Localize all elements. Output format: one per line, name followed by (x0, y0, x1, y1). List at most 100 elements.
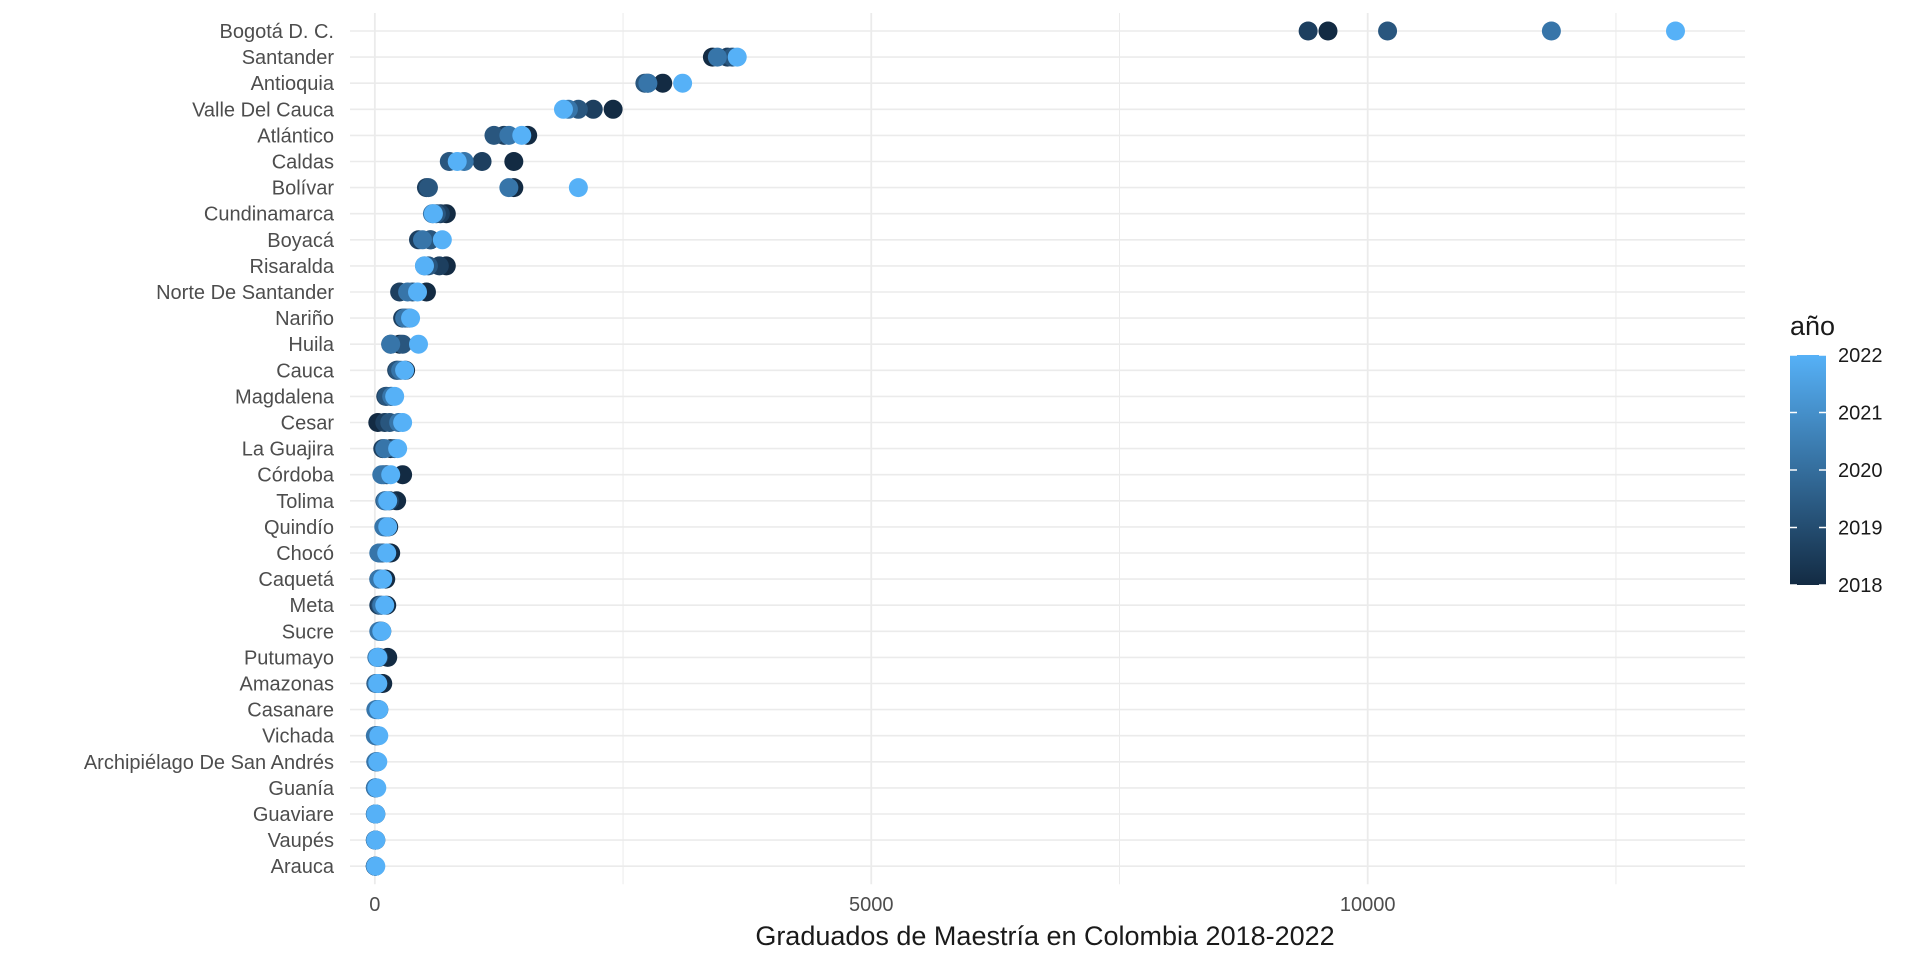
y-tick-label: Atlántico (257, 125, 334, 147)
data-point (484, 125, 504, 145)
data-point (1298, 21, 1318, 41)
data-point (1378, 21, 1398, 41)
data-point (1318, 21, 1338, 41)
data-point (727, 47, 747, 67)
data-point (385, 386, 405, 406)
data-point (368, 752, 388, 772)
data-point (423, 204, 443, 224)
data-point (381, 465, 401, 485)
data-point (369, 726, 389, 746)
data-point (401, 308, 421, 328)
data-point (369, 700, 389, 720)
y-tick-label: Córdoba (257, 465, 335, 487)
y-tick-label: Antioquia (251, 73, 335, 95)
y-tick-label: Casanare (247, 700, 334, 722)
y-tick-label: Guanía (268, 778, 334, 800)
data-point (408, 282, 428, 302)
data-point (395, 360, 415, 380)
data-point (673, 73, 693, 93)
data-point (504, 152, 524, 171)
data-point (393, 413, 413, 432)
y-tick-label: Guaviare (253, 804, 334, 826)
legend-ticks: 2018 2019 2020 2021 2022 (1790, 345, 1883, 597)
y-tick-label: Arauca (271, 856, 335, 878)
y-tick-label: Amazonas (240, 674, 335, 696)
data-point (409, 334, 429, 354)
y-tick-label: Cauca (276, 360, 335, 382)
grid-lines (350, 13, 1745, 885)
data-point (378, 491, 398, 511)
y-tick-label: Risaralda (250, 256, 335, 278)
data-point (583, 99, 603, 119)
data-point (1541, 21, 1561, 41)
data-point (368, 674, 388, 693)
y-tick-label: Putumayo (244, 647, 334, 669)
x-axis-tick-labels: 0 5000 10000 (369, 894, 1395, 916)
data-point (366, 856, 386, 876)
data-point (418, 178, 438, 198)
data-point (553, 99, 573, 119)
y-tick-label: Caldas (272, 152, 334, 174)
legend-tick-label: 2022 (1838, 345, 1883, 367)
y-tick-label: Cundinamarca (204, 204, 335, 226)
data-point (366, 804, 386, 824)
legend: año 2018 2019 2020 2021 2022 (1790, 311, 1883, 597)
y-tick-label: Vichada (262, 726, 335, 748)
data-point (368, 647, 388, 667)
x-axis-title: Graduados de Maestría en Colombia 2018-2… (755, 921, 1334, 951)
x-tick-label: 5000 (849, 894, 894, 916)
x-tick-label: 10000 (1340, 894, 1396, 916)
data-point (707, 47, 727, 67)
y-tick-label: Bogotá D. C. (219, 21, 334, 43)
data-point (412, 230, 432, 250)
data-point (367, 778, 387, 798)
data-point (447, 152, 467, 171)
data-point (414, 256, 434, 276)
y-tick-label: Huila (288, 334, 334, 356)
legend-tick-label: 2020 (1838, 460, 1883, 482)
data-point (568, 178, 588, 198)
data-point (377, 543, 397, 563)
data-point (366, 830, 386, 850)
legend-tick-label: 2019 (1838, 518, 1883, 540)
data-point (432, 230, 452, 250)
data-point (373, 569, 393, 589)
data-point (512, 125, 532, 145)
data-point (388, 439, 408, 459)
data-point (638, 73, 658, 93)
y-tick-label: Tolima (276, 491, 335, 513)
y-tick-label: Santander (242, 47, 335, 69)
x-tick-label: 0 (369, 894, 380, 916)
y-tick-label: Nariño (275, 308, 334, 330)
data-point (499, 178, 519, 198)
data-point (1665, 21, 1685, 41)
y-tick-label: Caquetá (258, 569, 334, 591)
y-tick-label: Bolívar (272, 178, 335, 200)
y-tick-label: Quindío (264, 517, 334, 539)
y-tick-label: Magdalena (235, 386, 335, 408)
data-point (375, 595, 395, 615)
data-point (603, 99, 623, 119)
y-tick-label: Archipiélago De San Andrés (84, 752, 334, 774)
data-point (372, 621, 392, 641)
y-tick-label: Norte De Santander (156, 282, 334, 304)
data-point (381, 334, 401, 354)
y-tick-label: Cesar (281, 413, 335, 435)
y-tick-label: Chocó (276, 543, 334, 565)
data-point (653, 73, 673, 93)
y-tick-label: Sucre (282, 621, 334, 643)
y-axis-tick-labels: Bogotá D. C. Santander Antioquia Valle Del … (84, 21, 335, 878)
y-tick-label: La Guajira (242, 439, 335, 461)
y-tick-label: Vaupés (268, 830, 334, 852)
data-point (378, 517, 398, 537)
y-tick-label: Valle Del Cauca (192, 99, 335, 121)
data-points (365, 21, 1685, 876)
legend-tick-label: 2018 (1838, 575, 1883, 597)
legend-title: año (1790, 311, 1835, 341)
y-tick-label: Meta (290, 595, 335, 617)
legend-tick-label: 2021 (1838, 403, 1883, 425)
y-tick-label: Boyacá (267, 230, 335, 252)
data-point (472, 152, 492, 171)
